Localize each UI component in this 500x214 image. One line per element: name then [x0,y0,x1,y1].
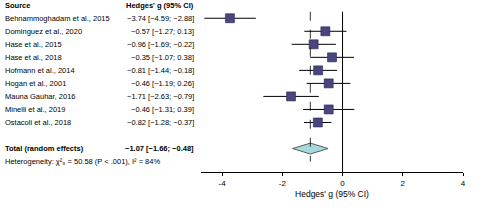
svg-text:Hogan et al., 2001: Hogan et al., 2001 [5,79,66,88]
svg-text:−1.71 [−2.63; −0.79]: −1.71 [−2.63; −0.79] [127,92,194,101]
svg-text:−1.07 [−1.66; −0.48]: −1.07 [−1.66; −0.48] [125,144,194,153]
svg-text:Heterogeneity: χ²₈ = 50.58 (P: Heterogeneity: χ²₈ = 50.58 (P < .001), I… [5,157,160,166]
svg-text:−0.46 [−1.19; 0.26]: −0.46 [−1.19; 0.26] [131,79,194,88]
svg-text:−0.57 [−1.27; 0.13]: −0.57 [−1.27; 0.13] [131,27,194,36]
svg-text:Total (random effects): Total (random effects) [5,144,84,153]
svg-text:−0.82 [−1.28; −0.37]: −0.82 [−1.28; −0.37] [127,118,194,127]
svg-text:Ostacoli et al., 2018: Ostacoli et al., 2018 [5,118,71,127]
svg-text:−0.35 [−1.07; 0.38]: −0.35 [−1.07; 0.38] [131,53,194,62]
svg-text:-4: -4 [219,179,227,188]
svg-text:Hofmann et al., 2014: Hofmann et al., 2014 [5,66,75,75]
svg-text:Minelli et al., 2019: Minelli et al., 2019 [5,105,65,114]
svg-text:0: 0 [340,179,345,188]
svg-text:Behnammoghadam et al., 2015: Behnammoghadam et al., 2015 [5,14,110,23]
svg-text:-2: -2 [279,179,287,188]
svg-text:Source: Source [5,1,30,10]
svg-text:Hase et al., 2015: Hase et al., 2015 [5,40,62,49]
svg-text:−0.96 [−1.69; −0.22]: −0.96 [−1.69; −0.22] [127,40,194,49]
svg-text:2: 2 [401,179,406,188]
svg-text:Dominguez et al., 2020: Dominguez et al., 2020 [5,27,82,36]
svg-text:Mauna Gauhar, 2016: Mauna Gauhar, 2016 [5,92,75,101]
svg-text:4: 4 [461,179,466,188]
svg-text:Hase et al., 2018: Hase et al., 2018 [5,53,62,62]
svg-text:−0.81 [−1.44; −0.18]: −0.81 [−1.44; −0.18] [127,66,194,75]
svg-text:Hedges' g (95% CI): Hedges' g (95% CI) [295,189,369,199]
svg-text:Hedges' g (95% CI): Hedges' g (95% CI) [126,1,194,10]
svg-text:−3.74 [−4.59; −2.88]: −3.74 [−4.59; −2.88] [127,14,194,23]
svg-text:−0.46 [−1.31; 0.39]: −0.46 [−1.31; 0.39] [131,105,194,114]
